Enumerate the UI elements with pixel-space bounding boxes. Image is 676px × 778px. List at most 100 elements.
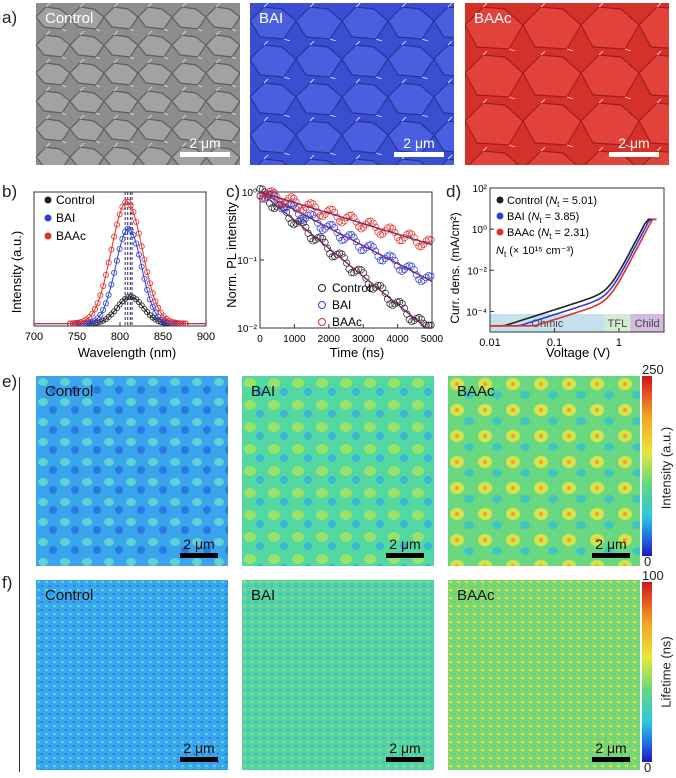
chart-c-point [386,223,394,231]
chart-d-ylabel: Curr. dens. (mA/cm²) [448,212,462,323]
chart-c-fit-line [259,191,433,246]
chart-b-point [179,320,186,327]
chart-c-legend-label: BAI [332,298,351,312]
chart-b-legend-marker [44,232,52,240]
chart-b-point [91,306,98,313]
colorbar-lifetime-min: 0 [644,760,652,775]
map-label-bai: BAI [251,383,276,400]
chart-c-legend-label: Control [332,281,371,295]
chart-b-point [108,281,115,288]
chart-b-point [127,293,134,300]
chart-c-point [408,230,416,238]
chart-b-point [182,320,189,327]
chart-c-point [379,257,387,265]
chart-b-point [119,235,126,242]
chart-c-point [338,219,346,227]
chart-c-point [369,285,377,293]
chart-c-point [287,219,295,227]
chart-b-legend-label: BAI [56,211,75,225]
chart-b-point [89,310,96,317]
map-label-bai: BAI [251,587,276,604]
chart-c-point [287,193,295,201]
chart-c-point [372,283,380,291]
scale-bar-text: 2 μm [595,740,627,756]
chart-c-legend-label: BAAc [332,315,362,329]
chart-d-region-child [630,314,664,332]
chart-c-point [415,276,423,284]
chart-b-point [89,318,96,325]
chart-c-point [396,298,404,306]
chart-b-point [138,243,145,250]
chart-b-legend-label: BAAc [56,229,86,243]
sem-label-baac: BAAc [474,10,512,27]
map-label-baac: BAAc [457,383,495,400]
lifetime-map-bai: BAI 2 μm [242,580,434,770]
chart-c-point [425,272,433,280]
chart-b-point [113,257,120,264]
chart-b-point [113,221,120,228]
chart-c-point [362,220,370,228]
chart-b-point [146,296,153,303]
chart-b-point [130,209,137,216]
chart-c-point [417,278,425,286]
chart-c-point [422,237,430,245]
chart-d-frame [489,187,665,333]
chart-c-point [290,194,298,202]
chart-c-ytick-label: 10⁻¹ [237,256,257,267]
chart-c-xlabel: Time (ns) [330,345,384,360]
chart-b-legend-label: Control [56,193,95,207]
chart-c-point [345,265,353,273]
chart-d-legend-marker [496,196,504,204]
chart-c-point [417,315,425,323]
chart-c-legend-marker [318,284,326,292]
chart-c-point [355,223,363,231]
chart-c-point [347,269,356,277]
chart-d-region-label: Child [635,318,660,330]
figure-divider [19,377,20,772]
chart-c-xtick-label: 5000 [421,334,444,345]
chart-b-point [127,226,134,233]
chart-c-ytick-label: 10⁰ [242,188,257,199]
chart-b: 700 750 800 850 900 Control BAI BAAc Intensity … [9,191,215,360]
map-texture [242,580,434,770]
chart-b-point [105,291,112,298]
chart-d-xtick-label: 0.1 [547,337,562,349]
chart-b-point [141,256,148,263]
chart-d-ytick-label: 10⁻⁴ [466,307,487,318]
chart-c-point [398,300,406,308]
chart-d-region-label: Ohmic [531,318,563,330]
chart-c-point [347,231,356,239]
chart-c-point [307,234,315,243]
chart-b-point [135,230,142,237]
chart-c-point [412,238,421,246]
chart-c-point [299,219,307,227]
colorbar-lifetime [642,582,652,762]
chart-d-legend-label: BAAc (Nt = 2.31) [507,227,589,241]
chart-b-point [72,320,79,327]
colorbar-intensity-min: 0 [644,554,652,569]
chart-c-point [427,236,435,244]
map-label-control: Control [45,383,94,400]
chart-c-point [417,243,425,251]
chart-b-ylabel: Intensity (a.u.) [9,231,24,313]
chart-c-point [359,246,368,254]
chart-b-point [94,300,101,307]
chart-c-point [386,300,394,308]
chart-b-xlabel: Wavelength (nm) [78,345,177,360]
scale-bar-text: 2 μm [389,740,421,756]
chart-b-point [135,251,142,258]
scale-bar-text: 2 μm [595,536,627,552]
sem-label-control: Control [45,10,94,27]
chart-c-fit-line [259,191,432,329]
chart-c-point [319,234,327,242]
chart-d-xtick-label: 0.01 [479,337,500,349]
panel-label-f: f) [2,573,13,592]
scale-bar-baac: 2 μm [609,135,659,157]
chart-d-legend-marker [496,228,504,236]
chart-d: Ohmic TFL Child 0.01 0.1 1 10⁻⁴ 10⁻² 10⁰ 10² Contr… [448,184,665,360]
chart-c-point [331,208,339,216]
panel-label-d: d) [446,182,462,201]
panel-label-c: c) [226,182,241,201]
chart-b-point [100,307,107,314]
scale-bar-control: 2 μm [180,135,230,157]
